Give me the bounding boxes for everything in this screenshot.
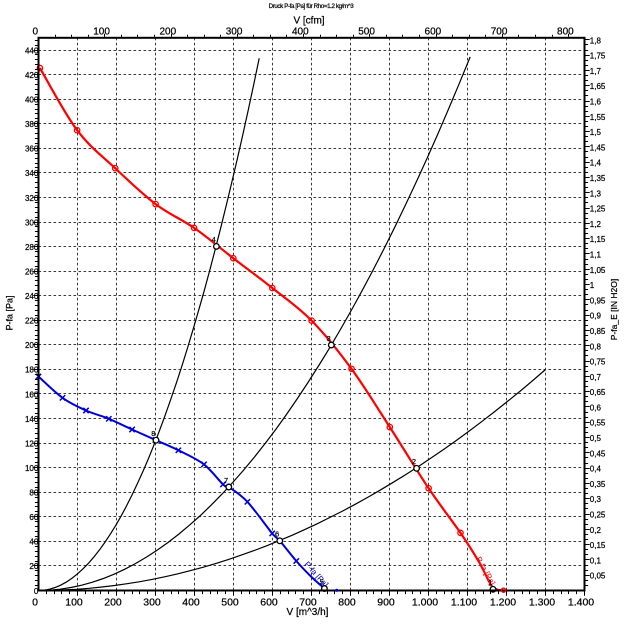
- svg-text:1.200: 1.200: [490, 596, 516, 608]
- svg-text:0,2: 0,2: [590, 526, 602, 535]
- svg-text:0,35: 0,35: [590, 480, 606, 489]
- svg-text:0,65: 0,65: [590, 388, 606, 397]
- svg-text:1.400: 1.400: [568, 596, 594, 608]
- svg-text:V [m^3/h]: V [m^3/h]: [287, 607, 329, 618]
- svg-text:1,4: 1,4: [590, 159, 602, 168]
- svg-text:220: 220: [25, 317, 39, 326]
- svg-text:440: 440: [25, 46, 39, 55]
- svg-text:0,4: 0,4: [590, 465, 602, 474]
- svg-text:1,7: 1,7: [590, 67, 602, 76]
- svg-text:4: 4: [212, 235, 216, 244]
- svg-text:240: 240: [25, 292, 39, 301]
- svg-text:0,85: 0,85: [590, 327, 606, 336]
- svg-text:8: 8: [151, 429, 155, 438]
- svg-text:0: 0: [33, 27, 39, 38]
- svg-text:400: 400: [292, 27, 309, 38]
- svg-text:0: 0: [34, 587, 39, 596]
- svg-text:260: 260: [25, 268, 39, 277]
- svg-text:1,75: 1,75: [590, 52, 606, 61]
- svg-text:60: 60: [29, 513, 38, 522]
- svg-text:7: 7: [224, 476, 228, 485]
- svg-text:P-fa_E [IN H2O]: P-fa_E [IN H2O]: [609, 279, 619, 340]
- svg-text:800: 800: [557, 27, 574, 38]
- svg-text:1,05: 1,05: [590, 266, 606, 275]
- svg-text:0,1: 0,1: [590, 556, 602, 565]
- svg-text:180: 180: [25, 366, 39, 375]
- svg-text:1.300: 1.300: [529, 596, 555, 608]
- svg-text:1,8: 1,8: [590, 36, 602, 45]
- svg-text:360: 360: [25, 145, 39, 154]
- svg-text:6: 6: [275, 530, 279, 539]
- svg-text:40: 40: [29, 538, 38, 547]
- svg-text:100: 100: [93, 27, 110, 38]
- svg-text:1.000: 1.000: [412, 596, 438, 608]
- svg-text:500: 500: [221, 596, 239, 608]
- svg-text:400: 400: [25, 96, 39, 105]
- svg-text:320: 320: [25, 194, 39, 203]
- svg-text:400: 400: [182, 596, 200, 608]
- svg-text:600: 600: [425, 27, 442, 38]
- svg-text:380: 380: [25, 120, 39, 129]
- svg-text:P-fa [Pa]: P-fa [Pa]: [4, 295, 14, 330]
- svg-text:0,95: 0,95: [590, 296, 606, 305]
- svg-text:1.100: 1.100: [451, 596, 477, 608]
- svg-text:140: 140: [25, 415, 39, 424]
- svg-text:0,5: 0,5: [590, 434, 602, 443]
- svg-text:280: 280: [25, 243, 39, 252]
- svg-text:1,1: 1,1: [590, 251, 602, 260]
- svg-text:300: 300: [25, 218, 39, 227]
- svg-text:120: 120: [25, 439, 39, 448]
- svg-text:0,6: 0,6: [590, 403, 602, 412]
- svg-text:V [cfm]: V [cfm]: [293, 16, 324, 27]
- svg-text:160: 160: [25, 390, 39, 399]
- svg-text:600: 600: [260, 596, 278, 608]
- svg-text:200: 200: [159, 27, 176, 38]
- svg-text:1,65: 1,65: [590, 82, 606, 91]
- svg-text:100: 100: [25, 464, 39, 473]
- svg-text:1,3: 1,3: [590, 189, 602, 198]
- svg-text:0,8: 0,8: [590, 342, 602, 351]
- svg-text:1,35: 1,35: [590, 174, 606, 183]
- svg-text:20: 20: [29, 562, 38, 571]
- svg-text:80: 80: [29, 489, 38, 498]
- svg-text:1,6: 1,6: [590, 98, 602, 107]
- svg-text:0,45: 0,45: [590, 449, 606, 458]
- svg-text:700: 700: [491, 27, 508, 38]
- svg-text:0,05: 0,05: [590, 572, 606, 581]
- svg-text:100: 100: [65, 596, 83, 608]
- svg-text:800: 800: [338, 596, 356, 608]
- svg-text:500: 500: [358, 27, 375, 38]
- svg-text:0,7: 0,7: [590, 373, 602, 382]
- svg-text:1,15: 1,15: [590, 235, 606, 244]
- svg-text:1: 1: [488, 578, 492, 587]
- svg-text:0,15: 0,15: [590, 541, 606, 550]
- svg-text:1,25: 1,25: [590, 205, 606, 214]
- svg-text:0,25: 0,25: [590, 511, 606, 520]
- svg-text:0: 0: [32, 596, 38, 608]
- svg-text:420: 420: [25, 71, 39, 80]
- svg-text:5: 5: [320, 577, 324, 586]
- svg-text:1: 1: [590, 281, 595, 290]
- svg-text:1,2: 1,2: [590, 220, 602, 229]
- svg-text:900: 900: [377, 596, 395, 608]
- svg-text:1,5: 1,5: [590, 128, 602, 137]
- svg-text:Druck P-fa [Pa] für Rho=1.2 kg: Druck P-fa [Pa] für Rho=1.2 kg/m^3: [269, 3, 355, 10]
- svg-text:0,55: 0,55: [590, 419, 606, 428]
- svg-text:300: 300: [226, 27, 243, 38]
- svg-text:1,45: 1,45: [590, 143, 606, 152]
- svg-text:200: 200: [104, 596, 122, 608]
- svg-text:300: 300: [143, 596, 161, 608]
- svg-text:700: 700: [299, 596, 317, 608]
- svg-text:340: 340: [25, 169, 39, 178]
- svg-text:200: 200: [25, 341, 39, 350]
- svg-text:3: 3: [327, 334, 331, 343]
- svg-text:2: 2: [412, 457, 416, 466]
- svg-text:0,9: 0,9: [590, 312, 602, 321]
- svg-text:0,3: 0,3: [590, 495, 602, 504]
- svg-text:0,75: 0,75: [590, 358, 606, 367]
- svg-text:1,55: 1,55: [590, 113, 606, 122]
